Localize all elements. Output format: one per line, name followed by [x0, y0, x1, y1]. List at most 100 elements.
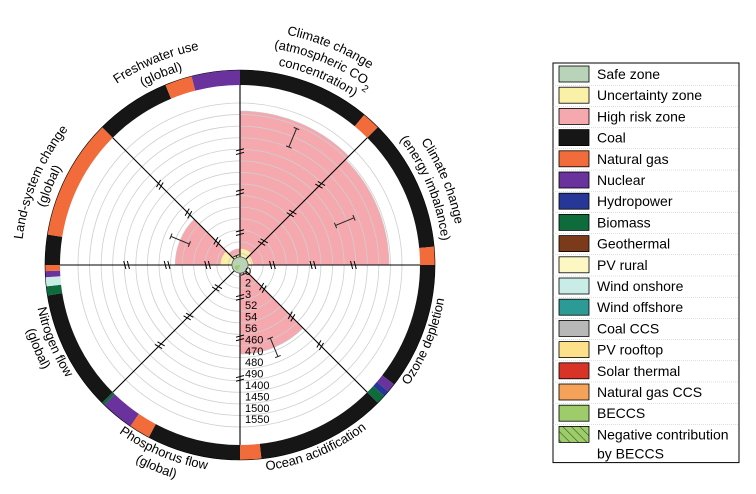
- legend-swatch-6: [558, 192, 590, 210]
- spoke-7: [112, 137, 241, 266]
- spoke-6-break-1-0: [167, 260, 171, 270]
- spoke-5-break-1-1: [183, 315, 192, 321]
- radial-tick-9: 490: [245, 369, 263, 381]
- high-risk-sector-1: [239, 159, 390, 266]
- spoke-4-break-2-0: [235, 375, 245, 379]
- spoke-5-break-2-1: [154, 343, 163, 349]
- ring-3-0: [259, 392, 378, 459]
- spoke-3-break-2-0: [316, 340, 322, 348]
- spoke-6-break-0-1: [204, 260, 208, 270]
- error-bar-1-cap-1: [352, 214, 356, 221]
- spoke-0-break-1-1: [235, 188, 245, 192]
- spoke-3-break-2-1: [318, 342, 324, 351]
- beccs-negative-wedge: [234, 265, 240, 271]
- error-bar-6: [170, 235, 190, 245]
- radial-tick-7: 470: [245, 346, 263, 358]
- spoke-7-break-2-1: [156, 179, 162, 188]
- legend-label-2: High risk zone: [597, 108, 686, 124]
- ring-1-1: [419, 246, 435, 265]
- ring-5-0: [47, 293, 113, 403]
- legend-swatch-13: [558, 341, 590, 359]
- ring-2-3: [367, 386, 385, 403]
- spoke-1-break-2-0: [315, 183, 323, 189]
- legend-label-1: Uncertainty zone: [597, 87, 702, 103]
- ring-6-0: [45, 234, 63, 265]
- legend-label-4: Natural gas: [597, 151, 669, 167]
- error-bar-6-cap-0: [187, 241, 191, 247]
- error-bar-7-cap-0: [240, 272, 247, 276]
- legend-swatch-4: [558, 150, 590, 168]
- legend-swatch-7: [558, 213, 590, 231]
- spoke-4-break-1-0: [235, 334, 245, 338]
- legend-swatch-9: [558, 256, 590, 274]
- radial-tick-0: 0: [245, 266, 251, 278]
- legend-swatch-1: [558, 86, 590, 104]
- ring-2-1: [376, 375, 395, 392]
- legend-swatch-14: [558, 362, 590, 380]
- legend-swatch-11: [558, 298, 590, 316]
- legend-swatch-5: [558, 171, 590, 189]
- ring-5-3: [45, 270, 61, 278]
- radial-tick-6: 460: [245, 334, 263, 346]
- ring-4-0: [148, 424, 240, 460]
- error-bar-1-cap-0: [333, 222, 338, 229]
- spoke-4-break-2-1: [235, 378, 245, 382]
- spoke-5-break-1-0: [185, 312, 194, 318]
- error-bar-3: [269, 337, 279, 357]
- spoke-2-break-1-0: [309, 260, 313, 270]
- legend-label-6: Hydropower: [597, 193, 673, 209]
- legend-label-10: Wind onshore: [597, 278, 684, 294]
- legend: Safe zone Uncertainty zone High risk zone C…: [552, 62, 740, 464]
- error-bar-3-cap-0: [267, 336, 274, 340]
- legend-label-3: Coal: [597, 130, 626, 146]
- legend-label-14: Solar thermal: [597, 363, 680, 379]
- error-bar-0-cap-0: [285, 145, 292, 149]
- radial-tick-10: 1400: [245, 380, 269, 392]
- legend-label-17-cont: by BECCS: [597, 445, 664, 461]
- legend-swatch-2: [558, 108, 590, 125]
- error-bar-0-cap-1: [293, 126, 300, 131]
- spoke-1-break-2-1: [317, 181, 326, 187]
- energy-source-ring: [44, 69, 436, 461]
- radial-tick-5: 56: [245, 323, 257, 335]
- center-safe-zone: [231, 256, 249, 274]
- legend-label-8: Geothermal: [597, 236, 670, 252]
- spoke-7-break-2-0: [158, 182, 164, 190]
- legend-swatch-12: [558, 319, 590, 337]
- error-bar-1: [335, 217, 355, 226]
- spoke-1: [239, 137, 368, 266]
- radial-tick-3: 52: [245, 300, 257, 312]
- spoke-0-break-0-0: [235, 232, 245, 236]
- error-bar-7-cap-1: [233, 254, 240, 258]
- ring-7-0: [102, 84, 172, 138]
- spoke-3-break-0-1: [261, 285, 267, 294]
- legend-label-11: Wind offshore: [597, 299, 683, 315]
- spoke-6-break-2-0: [126, 260, 130, 270]
- legend-swatch-3: [558, 129, 590, 147]
- spoke-2-break-0-0: [269, 260, 273, 270]
- ring-5-4: [45, 265, 61, 272]
- legend-swatch-15: [558, 383, 590, 401]
- spoke-0-break-2-0: [235, 151, 245, 155]
- spoke-1-break-1-1: [288, 209, 297, 215]
- spoke-3-break-1-0: [287, 311, 293, 320]
- spoke-4-break-0-1: [235, 297, 245, 301]
- legend-label-9: PV rural: [597, 257, 648, 273]
- ring-7-1: [165, 76, 196, 99]
- ring-6-1: [47, 127, 113, 237]
- high-risk-sector-0: [239, 110, 350, 266]
- spoke-5-break-2-0: [157, 341, 165, 347]
- spoke-3-break-1-1: [290, 313, 296, 322]
- error-bar-3-cap-1: [274, 354, 281, 359]
- error-bar-0: [288, 128, 297, 148]
- legend-label-13: PV rooftop: [597, 342, 663, 358]
- ring-1-0: [367, 127, 435, 249]
- spoke-2-break-2-1: [353, 260, 357, 270]
- ring-5-1: [46, 284, 63, 296]
- spoke-1-break-1-0: [286, 212, 295, 218]
- ring-2-0: [382, 265, 435, 385]
- legend-swatch-10: [558, 277, 590, 295]
- spoke-5: [112, 264, 241, 393]
- legend-swatch-8: [558, 235, 590, 253]
